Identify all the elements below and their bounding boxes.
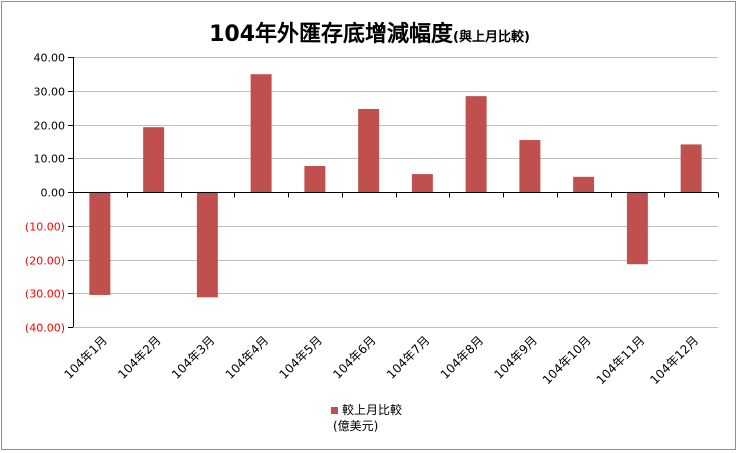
bar [411, 174, 433, 192]
x-tick-label: 104年8月 [438, 333, 486, 381]
y-tick-label: 0.00 [41, 187, 66, 200]
bar [250, 74, 272, 192]
x-tick-label: 104年1月 [62, 333, 110, 381]
y-tick-label: 40.00 [34, 52, 66, 65]
bar [626, 192, 648, 265]
bar [680, 144, 702, 192]
y-tick-label: 30.00 [34, 86, 66, 99]
bar [89, 192, 111, 295]
bar [358, 108, 380, 192]
x-tick-label: 104年4月 [223, 333, 271, 381]
y-tick-label: (40.00) [25, 322, 65, 335]
y-tick-label: (20.00) [25, 255, 65, 268]
y-tick-label: (30.00) [25, 288, 65, 301]
x-tick-label: 104年7月 [384, 333, 432, 381]
legend-unit-label: (億美元) [333, 419, 379, 433]
chart-title-suffix: (與上月比較) [453, 30, 530, 45]
bar [196, 192, 218, 298]
x-tick-label: 104年9月 [492, 333, 540, 381]
legend-swatch [331, 406, 338, 414]
bar [304, 166, 326, 192]
legend-label: 較上月比較 [342, 403, 403, 417]
y-tick-label: 20.00 [34, 120, 66, 133]
y-tick-label: 10.00 [34, 153, 66, 166]
bar [573, 176, 595, 192]
chart-title-main: 104年外匯存底增減幅度 [209, 22, 454, 47]
x-tick-label: 104年6月 [330, 333, 378, 381]
chart-title: 104年外匯存底增減幅度(與上月比較) [0, 16, 739, 48]
bar [519, 140, 541, 192]
x-tick-label: 104年12月 [647, 333, 701, 387]
legend-item: 較上月比較 [331, 402, 402, 418]
bar [465, 96, 487, 192]
y-tick-label: (10.00) [25, 221, 65, 234]
x-tick-label: 104年2月 [115, 333, 163, 381]
x-tick-label: 104年3月 [169, 333, 217, 381]
x-tick-label: 104年10月 [540, 333, 594, 387]
x-tick-label: 104年5月 [277, 333, 325, 381]
bar [143, 127, 165, 192]
x-tick-label: 104年11月 [594, 333, 648, 387]
legend: 較上月比較 (億美元) [331, 402, 402, 434]
